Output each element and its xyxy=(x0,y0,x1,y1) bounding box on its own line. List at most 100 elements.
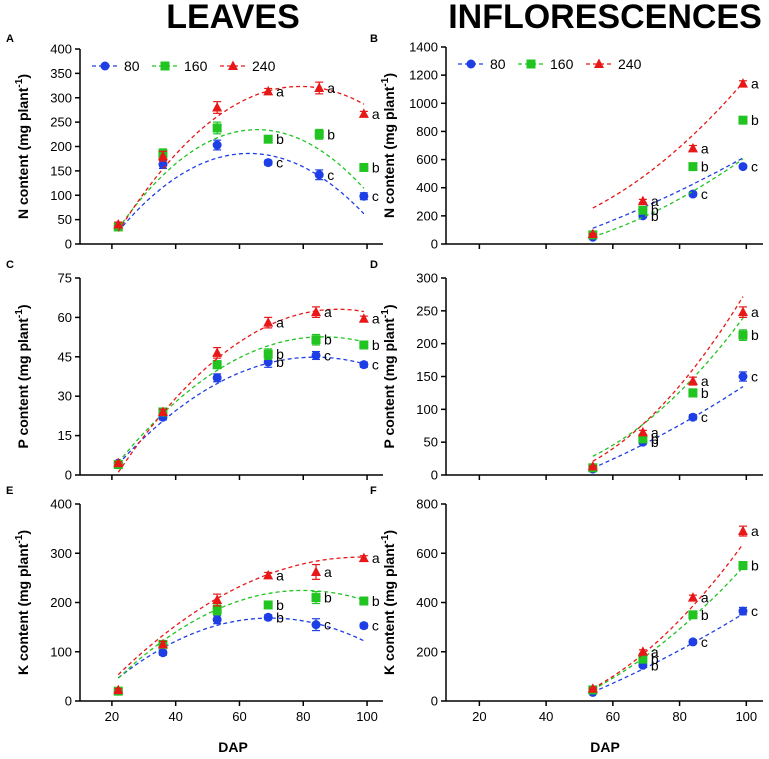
data-point xyxy=(157,150,168,161)
significance-label: b xyxy=(276,354,284,370)
title-leaves: LEAVES xyxy=(166,0,300,36)
significance-label: b xyxy=(751,112,759,128)
data-point xyxy=(737,525,748,536)
significance-label: b xyxy=(751,327,759,343)
significance-label: b xyxy=(276,131,284,147)
data-point xyxy=(113,457,124,468)
x-axis-label-left: DAP xyxy=(218,739,248,755)
legend-label: 80 xyxy=(490,56,506,72)
y-tick-label: 250 xyxy=(416,303,438,318)
y-tick-label: 30 xyxy=(58,389,72,404)
significance-label: a xyxy=(701,590,709,606)
significance-label: c xyxy=(751,603,758,619)
data-point xyxy=(358,313,369,323)
significance-label: b xyxy=(651,431,659,447)
y-tick-label: 250 xyxy=(50,115,72,130)
data-point xyxy=(687,592,698,602)
data-point xyxy=(638,654,648,664)
data-point xyxy=(311,620,321,630)
significance-label: c xyxy=(701,186,708,202)
legend-marker xyxy=(594,58,604,68)
y-tick-label: 150 xyxy=(50,163,72,178)
data-point xyxy=(587,460,598,471)
data-point xyxy=(688,412,698,422)
significance-label: b xyxy=(651,657,659,673)
y-tick-label: 200 xyxy=(50,595,72,610)
significance-label: a xyxy=(324,564,332,580)
data-point xyxy=(738,162,748,172)
significance-label: a xyxy=(372,550,380,566)
y-tick-label: 60 xyxy=(58,310,72,325)
significance-label: a xyxy=(276,567,284,583)
data-point xyxy=(587,228,598,239)
legend-marker xyxy=(228,60,238,70)
y-axis-label: K content (mg plant-1) xyxy=(14,530,31,675)
x-tick-label: 20 xyxy=(105,709,119,724)
y-tick-label: 45 xyxy=(58,349,72,364)
y-tick-label: 350 xyxy=(50,66,72,81)
y-tick-label: 400 xyxy=(416,595,438,610)
panel-letter: D xyxy=(370,259,378,271)
y-tick-label: 1200 xyxy=(409,68,438,83)
y-tick-label: 1000 xyxy=(409,96,438,111)
significance-label: c xyxy=(324,617,331,633)
y-tick-label: 400 xyxy=(416,180,438,195)
data-point xyxy=(638,205,648,215)
x-tick-label: 20 xyxy=(472,709,486,724)
significance-label: a xyxy=(751,523,759,539)
y-tick-label: 800 xyxy=(416,497,438,512)
y-axis-label: N content (mg plant-1) xyxy=(14,74,31,219)
data-point xyxy=(311,593,321,603)
significance-label: a xyxy=(751,304,759,320)
y-tick-label: 50 xyxy=(424,435,438,450)
fit-curve xyxy=(592,82,744,209)
x-tick-label: 60 xyxy=(606,709,620,724)
panel-letter: E xyxy=(6,485,13,497)
data-point xyxy=(738,330,748,340)
data-point xyxy=(212,615,222,625)
data-point xyxy=(311,566,322,576)
data-point xyxy=(311,306,322,317)
fit-curve xyxy=(117,85,365,232)
panel-e: E 0 100 200 300 400 20 40 60 80 100 K content (mg p… xyxy=(6,485,383,724)
panel-d: D 0 50 100 150 200 250 300 P content (mg plant-1… xyxy=(370,259,763,483)
data-point xyxy=(212,360,222,370)
panel-letter: A xyxy=(6,33,14,45)
y-tick-label: 75 xyxy=(58,271,72,286)
data-point xyxy=(359,621,369,631)
series-240: a a a xyxy=(587,76,759,239)
significance-label: b xyxy=(701,607,709,623)
y-tick-label: 0 xyxy=(65,468,72,483)
significance-label: c xyxy=(751,369,758,385)
y-tick-label: 300 xyxy=(50,90,72,105)
data-point xyxy=(314,129,324,139)
significance-label: c xyxy=(751,159,758,175)
x-tick-label: 40 xyxy=(539,709,553,724)
panel-f: F 0 200 400 600 800 20 40 60 80 100 K content (mg p… xyxy=(370,485,763,724)
panel-a: A 0 50 100 150 200 250 300 350 400 N content (mg p… xyxy=(6,33,383,252)
series-240: a a a xyxy=(113,80,380,232)
data-point xyxy=(212,102,223,112)
y-tick-label: 400 xyxy=(50,42,72,57)
significance-label: b xyxy=(276,346,284,362)
significance-label: c xyxy=(324,347,331,363)
significance-label: a xyxy=(701,140,709,156)
x-tick-label: 60 xyxy=(232,709,246,724)
data-point xyxy=(737,306,748,317)
significance-label: b xyxy=(651,202,659,218)
fit-curve xyxy=(592,566,744,691)
legend-marker xyxy=(160,61,170,71)
significance-label: a xyxy=(701,373,709,389)
significance-label: a xyxy=(276,315,284,331)
fit-curve xyxy=(117,556,364,676)
y-axis-label: N content (mg plant-1) xyxy=(380,73,397,218)
fit-curve xyxy=(592,296,744,462)
data-point xyxy=(263,569,274,580)
y-tick-label: 200 xyxy=(416,644,438,659)
y-tick-label: 200 xyxy=(50,139,72,154)
significance-label: b xyxy=(651,208,659,224)
